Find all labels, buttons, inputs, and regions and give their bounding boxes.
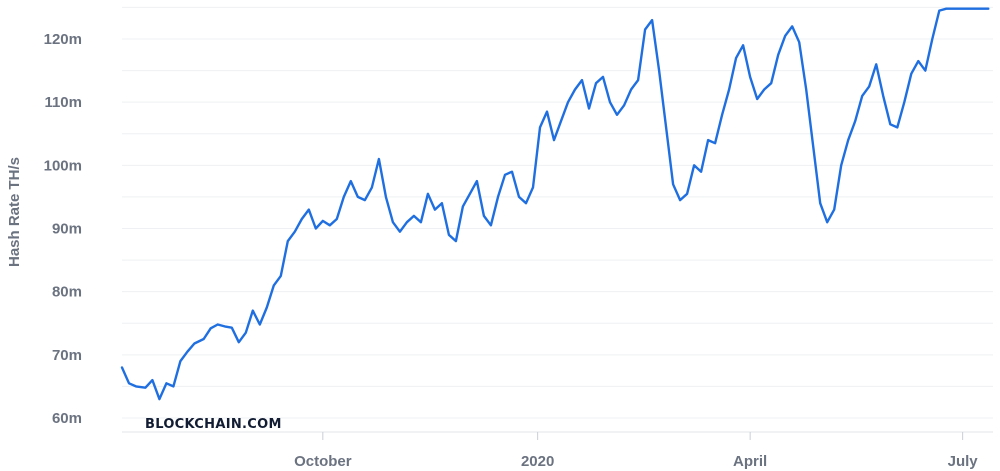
y-tick-label: 80m: [52, 284, 82, 301]
y-tick-label: 60m: [52, 410, 82, 427]
grid-lines: [122, 6, 993, 419]
y-tick-label: 100m: [44, 157, 82, 174]
x-tick-label: 2020: [521, 453, 554, 470]
y-axis: 60m 70m 80m 90m 100m 110m 120m: [44, 31, 82, 427]
blockchain-watermark: BLOCKCHAIN.COM: [145, 417, 282, 432]
y-tick-label: 120m: [44, 31, 82, 48]
x-tick-label: April: [733, 453, 767, 470]
y-tick-label: 110m: [44, 94, 82, 111]
x-tick-label: July: [948, 453, 979, 470]
x-axis: October 2020 April July: [122, 431, 993, 470]
x-tick-label: October: [294, 453, 352, 470]
y-tick-label: 90m: [52, 221, 82, 238]
y-tick-label: 70m: [52, 347, 82, 364]
y-axis-title: Hash Rate TH/s: [6, 157, 23, 267]
hash-rate-line: [120, 7, 990, 401]
